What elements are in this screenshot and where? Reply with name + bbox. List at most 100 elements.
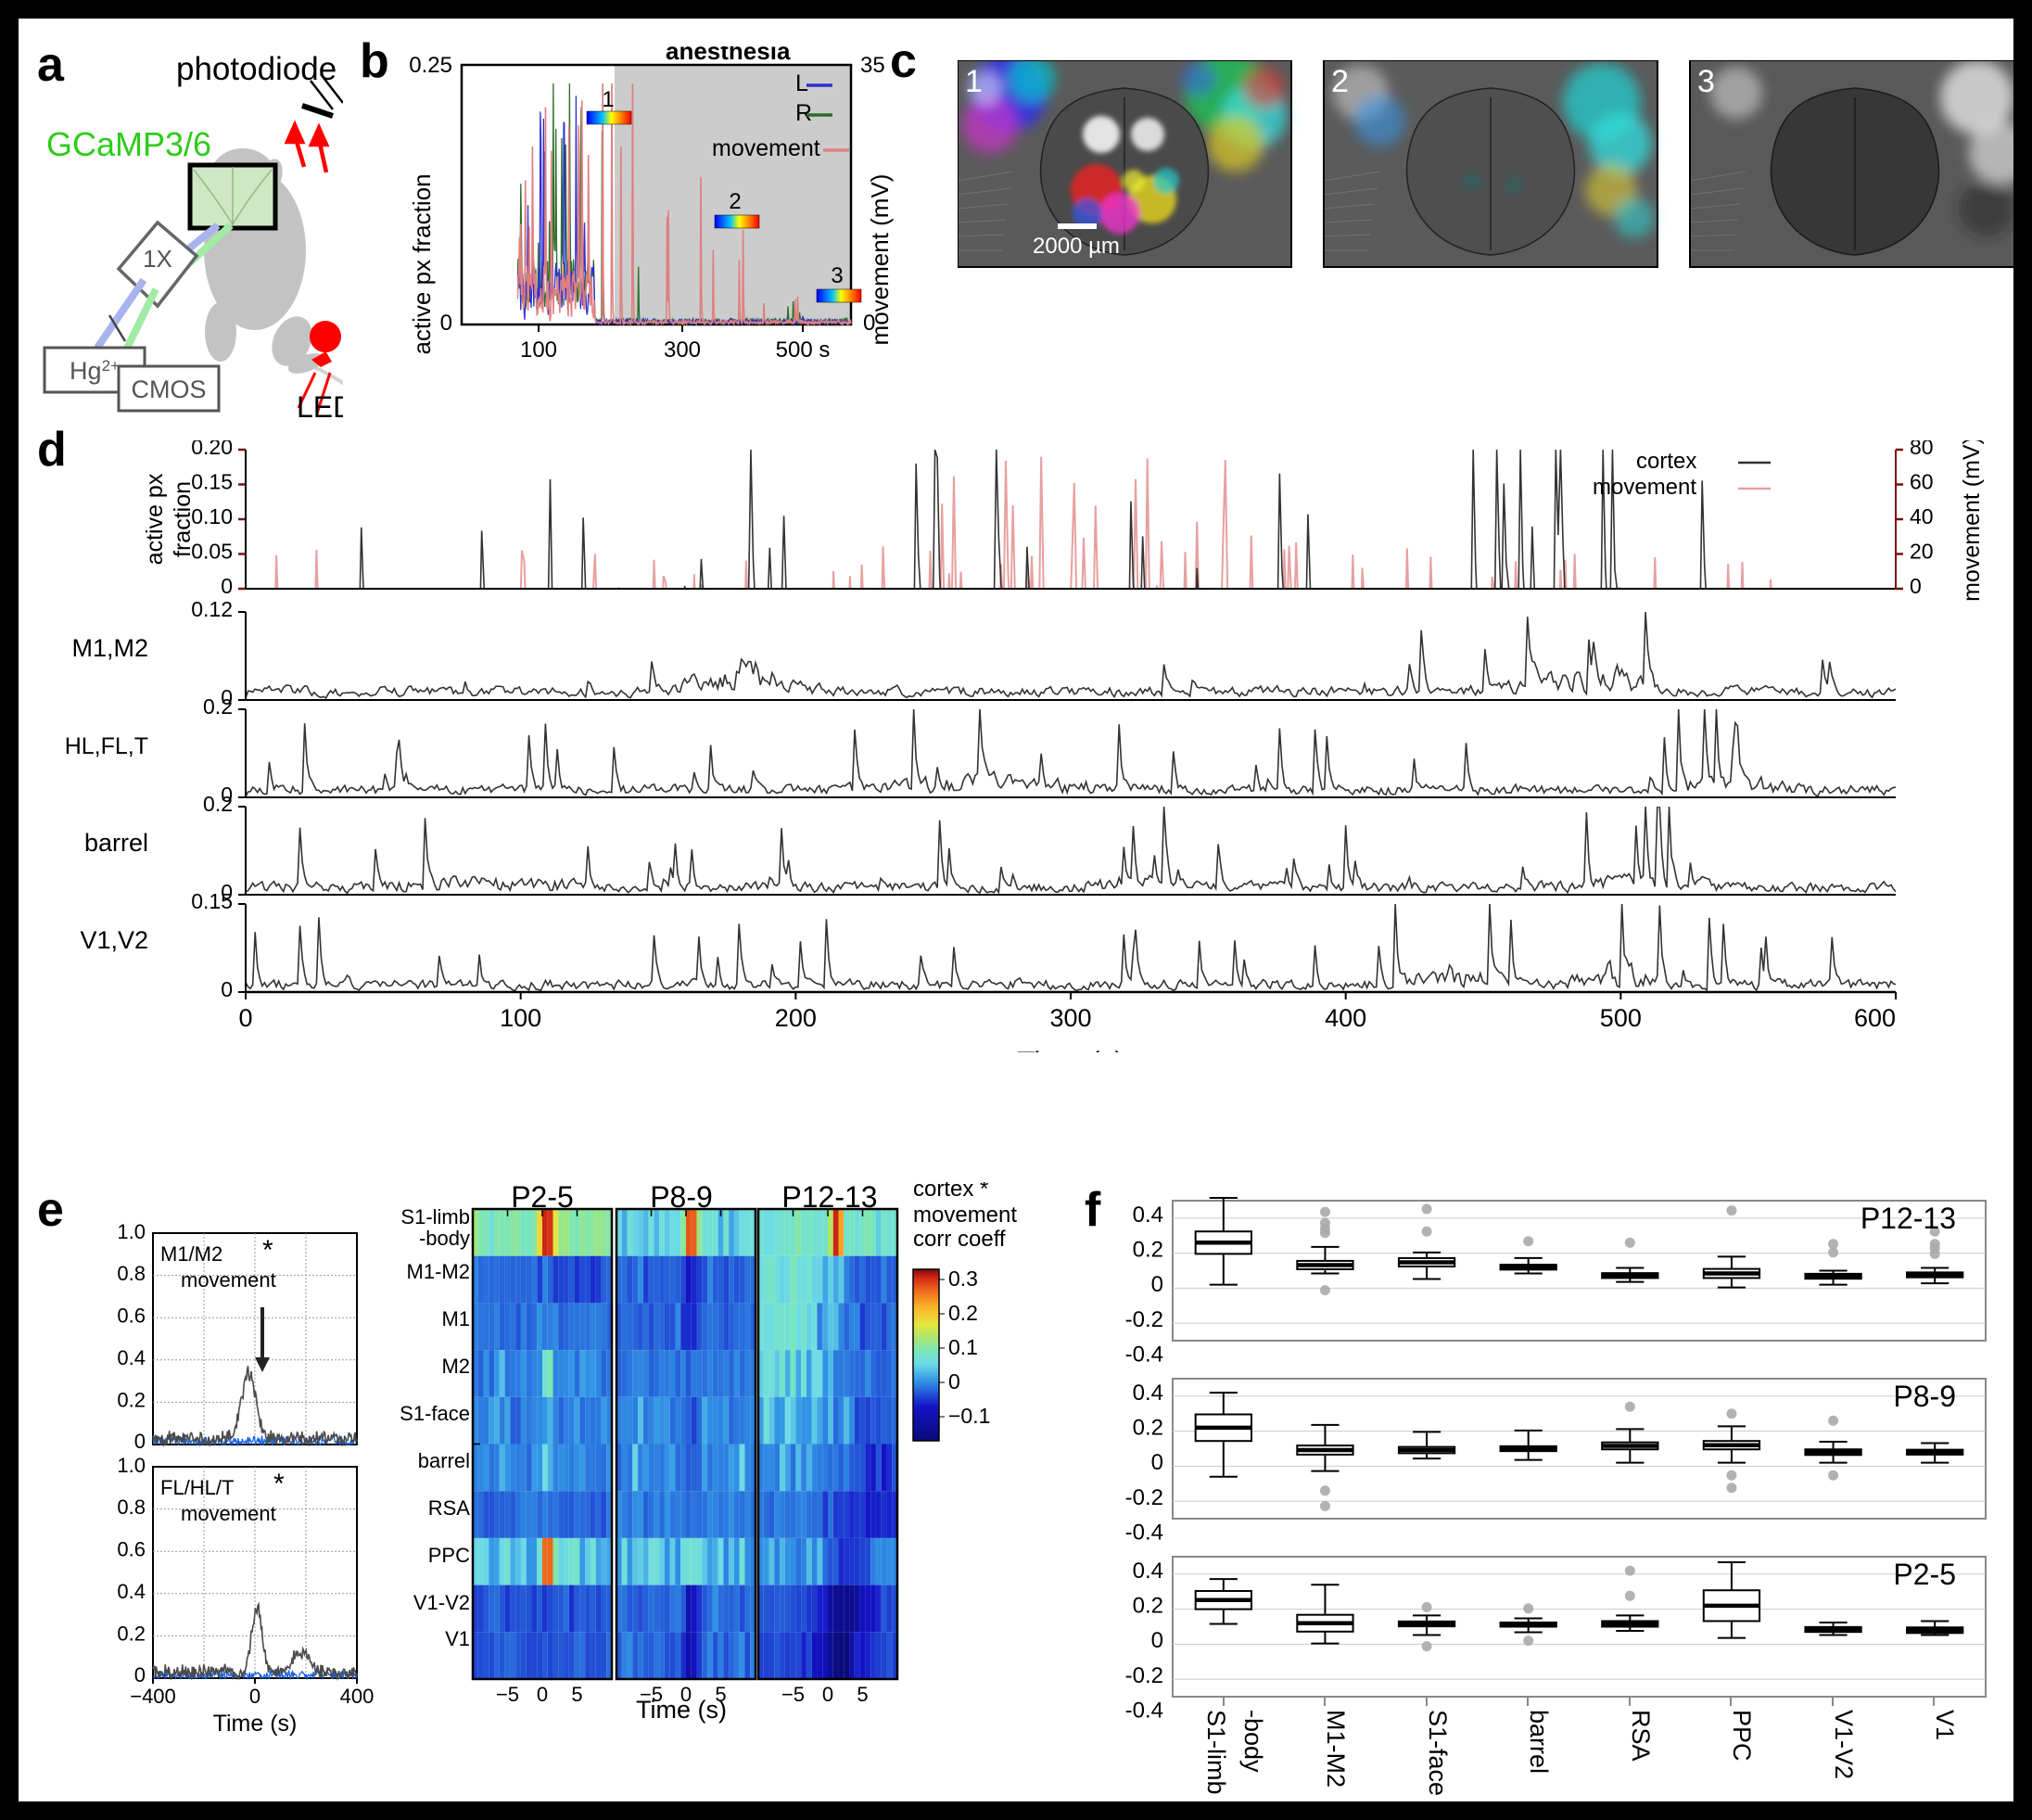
svg-text:movement (mV): movement (mV) (866, 174, 894, 346)
svg-text:-0.4: -0.4 (1125, 1343, 1163, 1368)
svg-text:0.2: 0.2 (1133, 1238, 1163, 1263)
svg-text:0: 0 (1151, 1450, 1163, 1475)
svg-text:HL,FL,T: HL,FL,T (65, 733, 148, 759)
svg-text:0.8: 0.8 (117, 1262, 146, 1285)
svg-text:0: 0 (134, 1663, 146, 1686)
svg-text:0: 0 (134, 1430, 146, 1453)
svg-text:barrel: barrel (1525, 1710, 1553, 1774)
svg-text:movement: movement (712, 135, 820, 161)
svg-text:-body: -body (419, 1227, 470, 1250)
svg-text:2000 µm: 2000 µm (1033, 234, 1120, 259)
svg-text:movement: movement (181, 1268, 276, 1292)
svg-text:0.2: 0.2 (203, 694, 233, 719)
svg-text:0: 0 (1151, 1628, 1163, 1653)
svg-text:P12-13: P12-13 (1861, 1202, 1956, 1235)
svg-text:0.15: 0.15 (191, 470, 233, 494)
svg-text:0: 0 (822, 1683, 833, 1706)
svg-text:FL/HL/T: FL/HL/T (160, 1476, 234, 1499)
svg-text:PPC: PPC (1728, 1710, 1756, 1762)
svg-text:0.2: 0.2 (117, 1623, 146, 1646)
svg-text:movement: movement (913, 1203, 1017, 1228)
svg-text:0: 0 (948, 1369, 960, 1394)
svg-text:anesthesia: anesthesia (666, 46, 791, 65)
svg-text:RSA: RSA (428, 1496, 471, 1520)
svg-text:200: 200 (775, 1004, 817, 1032)
svg-text:0: 0 (249, 1685, 260, 1708)
svg-text:S1-face: S1-face (1424, 1710, 1452, 1796)
svg-text:0: 0 (1910, 574, 1922, 598)
svg-text:M1/M2: M1/M2 (160, 1242, 222, 1266)
svg-text:active px: active px (142, 473, 168, 565)
svg-text:V1,V2: V1,V2 (80, 926, 148, 954)
svg-text:Time (s): Time (s) (1017, 1046, 1124, 1052)
svg-text:cortex *: cortex * (913, 1182, 988, 1202)
svg-text:corr coeff: corr coeff (913, 1227, 1006, 1252)
svg-text:fraction: fraction (170, 481, 196, 557)
svg-text:CMOS: CMOS (132, 375, 207, 403)
svg-text:0.2: 0.2 (948, 1301, 978, 1325)
svg-text:100: 100 (520, 337, 557, 363)
svg-text:V1-V2: V1-V2 (413, 1591, 470, 1614)
svg-text:60: 60 (1910, 470, 1934, 494)
svg-text:PPC: PPC (428, 1544, 470, 1567)
svg-text:0: 0 (537, 1683, 548, 1706)
svg-text:Time (s): Time (s) (636, 1696, 727, 1724)
svg-text:35: 35 (860, 53, 885, 78)
svg-text:1X: 1X (143, 245, 172, 273)
svg-text:−400: −400 (130, 1685, 176, 1708)
svg-text:0.10: 0.10 (191, 504, 233, 528)
svg-text:0.12: 0.12 (191, 597, 233, 621)
svg-text:0.2: 0.2 (1133, 1416, 1163, 1441)
svg-text:0: 0 (440, 311, 452, 336)
svg-text:-0.2: -0.2 (1125, 1663, 1163, 1688)
svg-text:LED: LED (297, 390, 343, 417)
svg-text:500 s: 500 s (776, 337, 831, 363)
svg-text:GCaMP3/6: GCaMP3/6 (46, 125, 211, 163)
svg-text:V1: V1 (445, 1627, 470, 1650)
svg-text:−0.1: −0.1 (948, 1404, 990, 1428)
svg-text:-0.2: -0.2 (1125, 1485, 1163, 1510)
svg-text:V1: V1 (1931, 1710, 1959, 1740)
svg-text:Time (s): Time (s) (213, 1711, 298, 1737)
svg-text:1.0: 1.0 (117, 1222, 146, 1243)
svg-text:0.15: 0.15 (191, 889, 233, 913)
svg-text:S1-face: S1-face (400, 1402, 470, 1425)
svg-text:0.4: 0.4 (1133, 1203, 1163, 1228)
svg-text:0.4: 0.4 (117, 1346, 146, 1369)
svg-text:400: 400 (1325, 1004, 1366, 1032)
svg-text:0.05: 0.05 (191, 540, 233, 564)
svg-text:0: 0 (221, 977, 233, 1001)
svg-text:1: 1 (965, 64, 983, 99)
svg-text:-body: -body (1239, 1710, 1267, 1773)
svg-text:5: 5 (571, 1683, 582, 1706)
svg-text:movement (mV): movement (mV) (1959, 440, 1985, 602)
svg-text:300: 300 (1049, 1004, 1091, 1032)
svg-text:1: 1 (602, 87, 614, 112)
svg-text:active px fraction: active px fraction (408, 173, 436, 354)
svg-text:0: 0 (221, 574, 233, 598)
svg-text:80: 80 (1910, 440, 1934, 459)
svg-text:M1: M1 (441, 1307, 470, 1330)
svg-text:*: * (273, 1469, 285, 1499)
svg-text:Corr coeff: Corr coeff (107, 1517, 108, 1627)
svg-text:M1,M2: M1,M2 (71, 634, 148, 662)
svg-text:3: 3 (1697, 64, 1715, 99)
svg-text:*: * (262, 1235, 273, 1266)
svg-text:0.2: 0.2 (1133, 1594, 1163, 1619)
svg-text:1.0: 1.0 (117, 1454, 146, 1477)
svg-text:M1-M2: M1-M2 (1322, 1710, 1350, 1788)
svg-text:0.1: 0.1 (948, 1335, 978, 1359)
svg-text:M2: M2 (441, 1355, 470, 1378)
svg-text:0.20: 0.20 (191, 440, 233, 459)
svg-text:M1-M2: M1-M2 (407, 1260, 470, 1283)
svg-text:−5: −5 (496, 1683, 519, 1706)
svg-text:0: 0 (238, 1004, 252, 1032)
svg-text:0.4: 0.4 (1133, 1559, 1163, 1584)
svg-text:0: 0 (1151, 1272, 1163, 1297)
svg-text:S1-limb: S1-limb (1202, 1710, 1230, 1795)
svg-text:V1-V2: V1-V2 (1830, 1710, 1858, 1779)
svg-text:3: 3 (831, 263, 843, 288)
svg-text:2: 2 (1331, 64, 1349, 99)
svg-text:barrel: barrel (418, 1449, 470, 1472)
svg-text:−5: −5 (781, 1683, 805, 1706)
